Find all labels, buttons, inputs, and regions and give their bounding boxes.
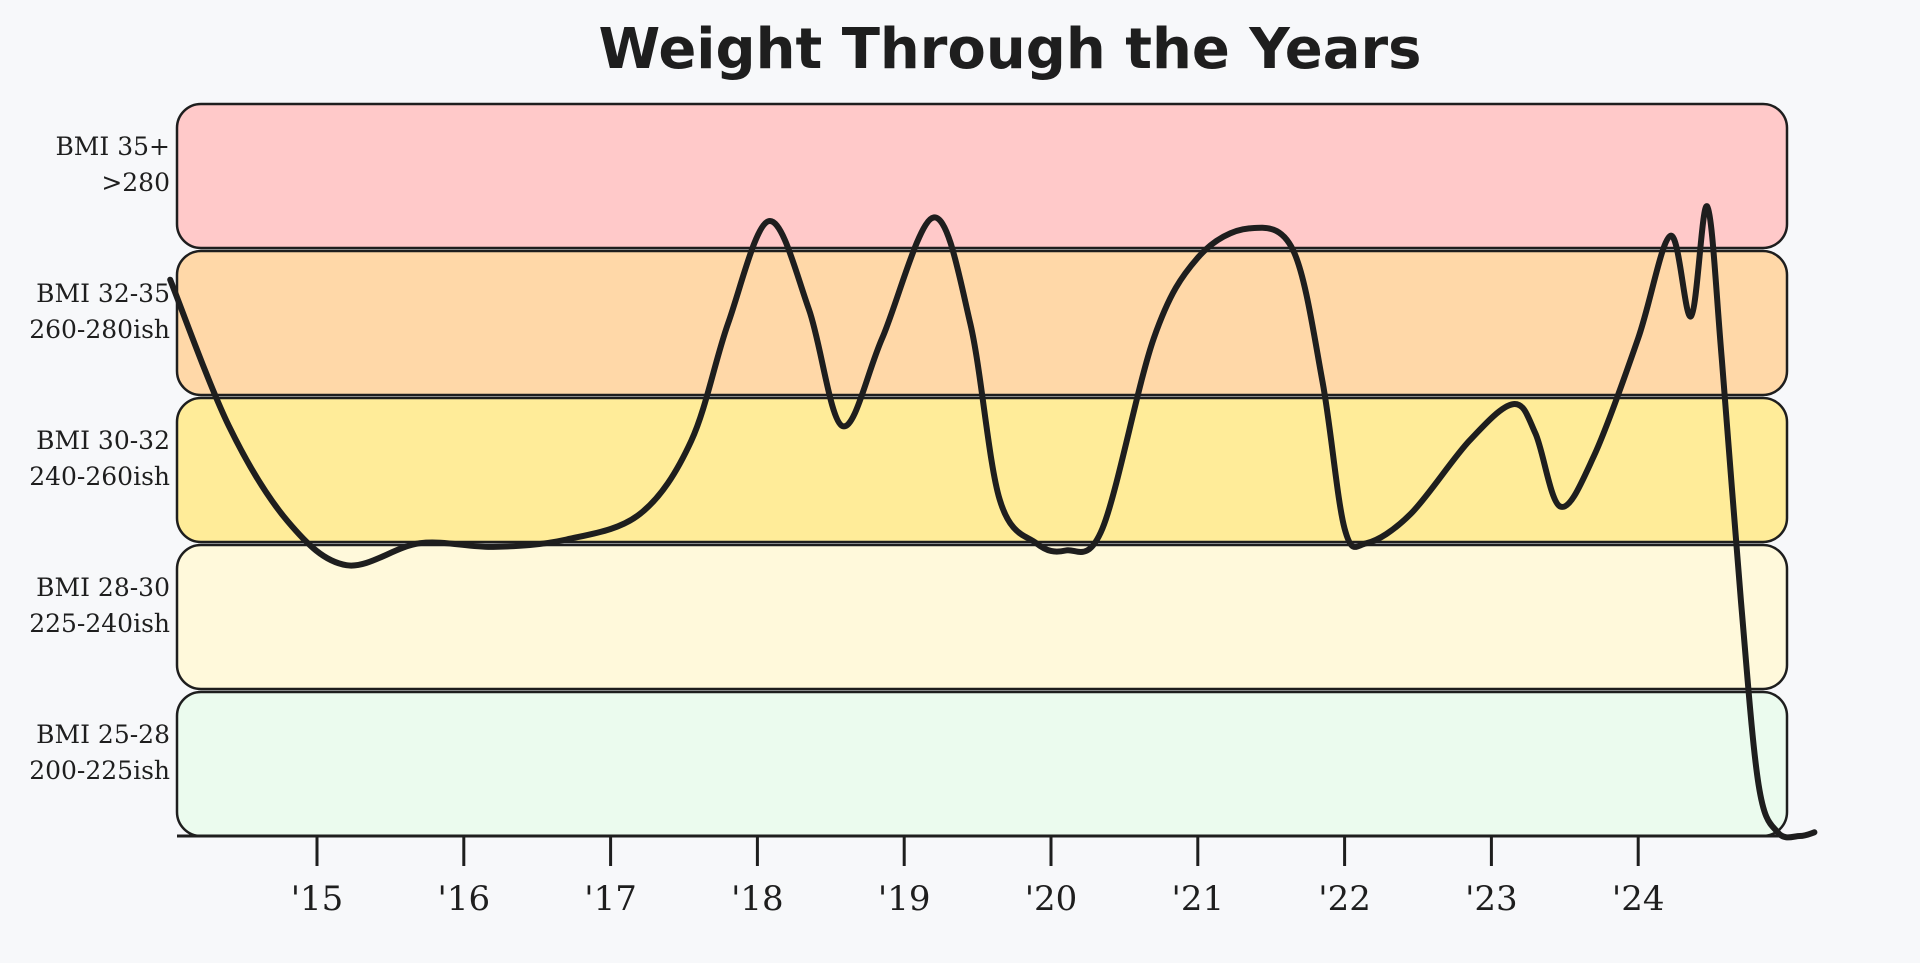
band-label-range-3: 225-240ish xyxy=(29,609,170,638)
x-tick-label: '22 xyxy=(1318,879,1371,919)
x-tick-label: '17 xyxy=(584,879,637,919)
band-3 xyxy=(175,543,1789,691)
x-tick-label: '23 xyxy=(1465,879,1518,919)
x-tick-label: '19 xyxy=(878,879,931,919)
band-label-range-0: >280 xyxy=(101,168,170,197)
band-label-bmi-4: BMI 25-28 xyxy=(36,720,170,749)
x-tick-label: '16 xyxy=(437,879,490,919)
band-label-range-2: 240-260ish xyxy=(29,462,170,491)
band-label-bmi-2: BMI 30-32 xyxy=(36,426,170,455)
weight-series-line xyxy=(167,203,1818,841)
x-tick-label: '20 xyxy=(1025,879,1078,919)
band-label-bmi-3: BMI 28-30 xyxy=(36,573,170,602)
bmi-bands xyxy=(175,102,1789,838)
x-tick-label: '21 xyxy=(1171,879,1224,919)
band-label-range-1: 260-280ish xyxy=(29,315,170,344)
x-axis-ticks: '15 '16 '17 '18 '19 '20 '21 '22 '23 '24 xyxy=(291,836,1665,919)
x-tick-label: '18 xyxy=(731,879,784,919)
band-4 xyxy=(175,690,1789,838)
band-labels: BMI 35+ >280 BMI 32-35 260-280ish BMI 30-32 2… xyxy=(29,132,170,785)
chart-title: Weight Through the Years xyxy=(599,17,1422,82)
x-tick-label: '15 xyxy=(291,879,344,919)
x-tick-label: '24 xyxy=(1612,879,1665,919)
band-label-bmi-0: BMI 35+ xyxy=(55,132,170,161)
band-0 xyxy=(175,102,1789,250)
band-label-bmi-1: BMI 32-35 xyxy=(36,279,170,308)
band-label-range-4: 200-225ish xyxy=(29,756,170,785)
